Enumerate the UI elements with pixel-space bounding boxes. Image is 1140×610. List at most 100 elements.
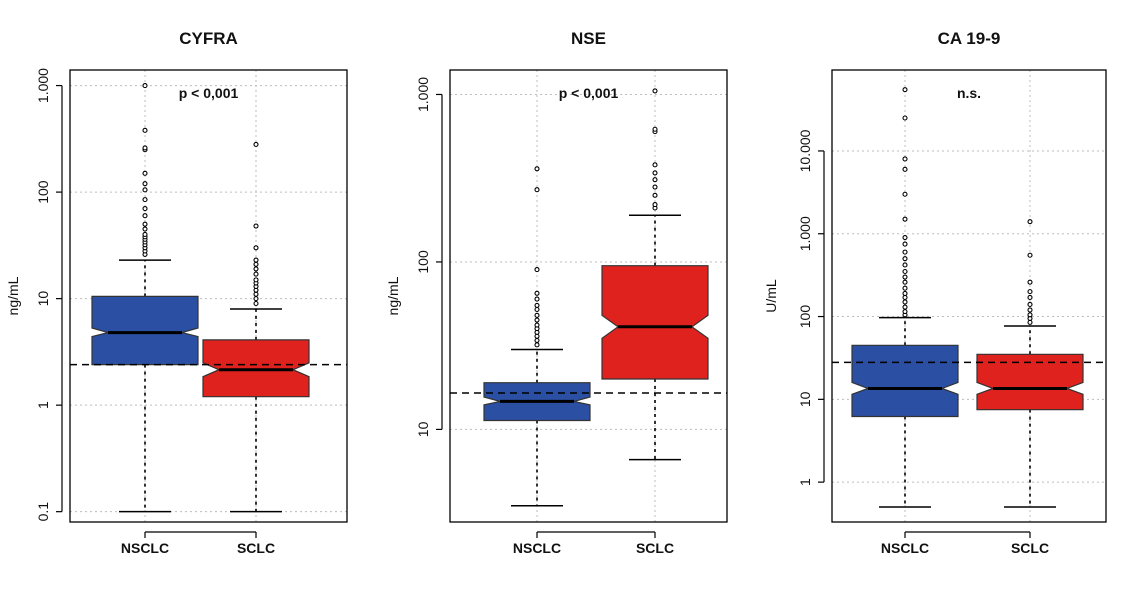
- outlier-point: [253, 300, 259, 307]
- outlier-point: [534, 306, 540, 313]
- y-axis-label: ng/mL: [385, 276, 401, 315]
- outlier-point: [142, 226, 148, 232]
- outlier-point: [534, 166, 540, 172]
- outlier-point: [902, 216, 908, 222]
- outlier-point: [902, 87, 908, 93]
- outlier-point: [1027, 252, 1033, 258]
- chart-title: NSE: [571, 29, 606, 48]
- outlier-point: [1027, 279, 1033, 285]
- outlier-point: [902, 191, 908, 197]
- x-tick-label: SCLC: [1011, 540, 1049, 556]
- outlier-point: [902, 274, 908, 280]
- box-nsclc: [91, 83, 199, 513]
- outlier-point: [652, 192, 658, 198]
- outlier-point: [534, 267, 540, 273]
- outlier-point: [902, 299, 908, 305]
- outlier-point: [142, 181, 148, 187]
- y-tick-label: 100: [797, 305, 813, 329]
- outlier-point: [1027, 319, 1033, 325]
- outlier-point: [1027, 307, 1033, 313]
- outlier-point: [652, 202, 658, 208]
- y-tick-label: 1: [797, 478, 813, 486]
- chart-panel-2: 10 100 1.000 NSCLC SCLC NSE ng/mL p < 0,001: [385, 29, 728, 556]
- outlier-point: [902, 234, 908, 241]
- outlier-point: [902, 262, 908, 268]
- outlier-point: [142, 187, 148, 193]
- y-tick-label: 100: [35, 180, 51, 204]
- box-sclc: [202, 141, 310, 513]
- outlier-point: [253, 291, 259, 297]
- outlier-point: [534, 302, 540, 308]
- box-nsclc: [851, 87, 959, 508]
- outlier-point: [902, 156, 908, 162]
- outlier-point: [142, 83, 148, 89]
- outlier-point: [142, 145, 148, 151]
- gridlines: [832, 70, 1106, 522]
- outlier-point: [652, 184, 658, 190]
- outlier-point: [902, 308, 908, 315]
- outlier-point: [652, 170, 658, 176]
- outlier-point: [902, 290, 908, 297]
- box-sclc: [601, 88, 709, 461]
- outlier-point: [902, 256, 908, 262]
- chart-title: CA 19-9: [938, 29, 1001, 48]
- outlier-point: [1027, 219, 1033, 225]
- significance-annotation: p < 0,001: [559, 85, 619, 101]
- outlier-point: [1027, 294, 1033, 301]
- y-tick-label: 1.000: [35, 68, 51, 103]
- outlier-point: [534, 342, 540, 348]
- outlier-point: [253, 245, 259, 251]
- box-body: [91, 295, 199, 366]
- outlier-point: [902, 249, 908, 255]
- y-tick-label: 0.1: [35, 502, 51, 522]
- outlier-point: [902, 115, 908, 121]
- outlier-point: [142, 206, 148, 212]
- outlier-point: [902, 268, 908, 275]
- y-tick-label: 10: [35, 291, 51, 307]
- chart-title: CYFRA: [179, 29, 238, 48]
- plot-frame: [831, 69, 1107, 523]
- y-tick-label: 10.000: [797, 129, 813, 172]
- outlier-point: [652, 162, 658, 168]
- outlier-point: [652, 88, 658, 94]
- significance-annotation: p < 0,001: [179, 85, 239, 101]
- outlier-point: [902, 166, 908, 172]
- y-tick-label: 1.000: [797, 216, 813, 251]
- y-tick-label: 10: [415, 421, 431, 437]
- box-nsclc: [483, 166, 591, 507]
- significance-annotation: n.s.: [957, 85, 981, 101]
- outlier-point: [253, 271, 259, 277]
- x-tick-label: SCLC: [237, 540, 275, 556]
- outlier-point: [534, 337, 540, 343]
- plot-frame: [69, 69, 348, 523]
- outlier-point: [253, 257, 259, 263]
- y-axis-label: U/mL: [763, 279, 779, 313]
- outlier-point: [652, 177, 658, 183]
- outlier-point: [534, 187, 540, 193]
- outlier-point: [253, 261, 259, 267]
- x-tick-label: SCLC: [636, 540, 674, 556]
- chart-panel-3: 1 10 100 1.000 10.000 NSCLC SCLC CA 19-9 U/mL n.s…: [763, 29, 1107, 556]
- box-body: [851, 344, 959, 418]
- outlier-point: [142, 231, 148, 238]
- x-tick-label: NSCLC: [513, 540, 561, 556]
- outlier-point: [902, 241, 908, 247]
- outlier-point: [902, 294, 908, 301]
- x-tick-label: NSCLC: [121, 540, 169, 556]
- outlier-point: [1027, 301, 1033, 307]
- y-axis-label: ng/mL: [5, 276, 21, 315]
- outlier-point: [253, 223, 259, 229]
- outlier-point: [534, 317, 540, 323]
- outlier-point: [652, 126, 658, 132]
- outlier-point: [902, 304, 908, 310]
- outlier-point: [902, 279, 908, 285]
- outlier-point: [253, 141, 259, 148]
- box-body: [601, 265, 709, 380]
- outlier-point: [253, 266, 259, 272]
- x-tick-label: NSCLC: [881, 540, 929, 556]
- outlier-point: [142, 221, 148, 227]
- box-sclc: [976, 219, 1084, 508]
- outlier-point: [142, 127, 148, 133]
- outlier-point: [142, 170, 148, 176]
- plot-frame: [449, 69, 728, 523]
